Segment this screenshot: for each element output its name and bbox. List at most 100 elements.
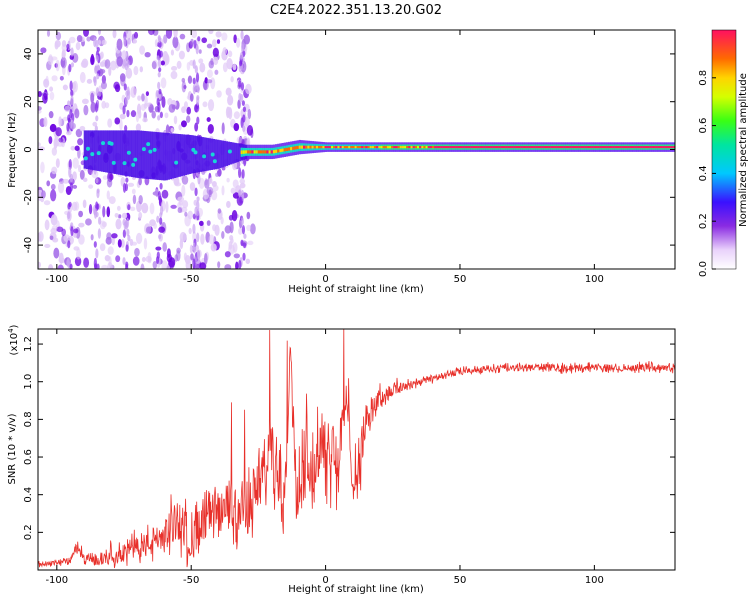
spectrogram-cell [459,146,463,149]
spectrogram-cell [122,229,126,238]
spectrogram-cell [190,38,194,46]
spectrogram-cell [188,227,192,235]
spectrogram-cell [224,251,231,258]
spectrogram-cell [330,146,334,149]
spectrogram-cell [72,184,78,189]
spectrogram-cell [214,69,219,75]
spectrogram-cell [196,232,200,243]
spectrogram-cell [526,146,530,149]
spectrogram-cell [67,117,71,123]
spectrogram-cell [243,242,247,249]
spectrogram-cell [636,146,639,149]
spectrogram-cell [120,130,123,176]
spectrogram-cell [412,146,416,149]
spectrogram-cell [367,146,370,149]
spectrogram-cell [206,137,209,171]
spectrogram-cell [125,177,129,183]
spectrogram-cell [599,146,603,149]
spectrogram-cell [294,146,297,150]
spectrogram-cell [121,212,128,219]
spectrogram-cell [232,179,239,189]
spectrogram-cell [145,226,152,234]
spectrogram-cell [68,36,76,44]
spectrogram-cell [556,146,560,149]
spectrogram-cell [74,145,80,151]
spectrogram-cell [122,182,127,193]
spectrogram-cell [348,146,351,149]
spectrogram-cell [192,213,196,220]
spectrogram-cell [328,146,332,149]
spectrogram-cell [101,264,109,269]
spectrogram-cell [83,156,88,161]
spectrogram-cell [434,146,437,149]
y-tick-label: 0.4 [23,487,34,503]
spectrogram-cell [578,146,581,149]
spectrogram-cell [159,217,163,225]
spectrogram-cell [239,51,244,60]
spectrogram-cell [199,136,203,172]
spectrogram-cell [76,248,81,260]
spectrogram-cell [397,146,401,149]
spectrogram-cell [117,238,122,248]
spectrogram-cell [502,146,506,149]
spectrogram-cell [191,135,194,174]
spectrogram-cell [119,113,126,120]
spectrogram-cell [94,125,98,132]
spectrogram-cell [606,146,609,149]
spectrogram-cell [595,146,598,149]
spectrogram-cell [369,146,373,149]
spectrogram-cell [90,101,96,113]
spectrogram-cell [494,146,497,149]
spectrogram-cell [146,142,151,147]
spectrogram-cell [217,208,222,214]
spectrogram-cell [221,166,226,171]
spectrogram-cell [199,62,206,73]
spectrogram-cell [389,146,392,149]
spectrogram-cell [208,60,215,69]
spectrogram-cell [61,43,68,52]
spectrogram-cell [391,146,394,149]
spectrogram-cell [58,252,64,264]
x-tick-label: 100 [585,575,604,586]
spectrogram-cell [580,146,583,149]
spectrogram-cell [141,147,146,152]
spectrogram-cell [195,44,199,55]
spectrogram-cell [186,134,190,175]
spectrogram-cell [110,60,117,71]
x-tick-label: -100 [45,575,68,586]
spectrogram-cell [490,146,493,149]
spectrogram-cell [144,95,148,106]
spectrogram-cell [223,140,226,167]
spectrogram-cell [440,146,444,149]
spectrogram-cell [114,84,121,93]
spectrogram-cell [79,71,86,84]
spectrogram-cell [468,146,471,149]
spectrogram-cell [164,112,169,119]
spectrogram-cell [365,146,368,149]
spectrogram-cell [173,30,178,38]
spectrogram-cell [616,146,620,149]
spectrogram-cell [226,58,233,70]
spectrogram-cell [51,75,58,82]
spectrogram-cell [157,81,161,90]
spectrogram-cell [96,151,101,156]
spectrogram-cell [66,43,70,49]
spectrogram-cell [466,146,469,149]
spectrogram-cell [83,104,89,116]
spectrogram-cell [185,115,191,123]
spectrogram-cell [245,258,251,265]
spectrogram-image [38,30,675,269]
spectrogram-cell [119,119,123,131]
spectrogram-cell [207,123,214,134]
spectrogram-cell [74,256,82,267]
spectrogram-cell [206,220,211,226]
spectrogram-cell [226,106,233,116]
spectrogram-cell [425,146,428,149]
spectrogram-cell [238,64,242,73]
spectrogram-cell [46,180,51,187]
spectrogram-cell [235,261,239,269]
spectrogram-cell [315,145,319,149]
spectrogram-cell [127,204,131,211]
spectrogram-cell [296,145,299,150]
spectrogram-cell [95,248,99,259]
